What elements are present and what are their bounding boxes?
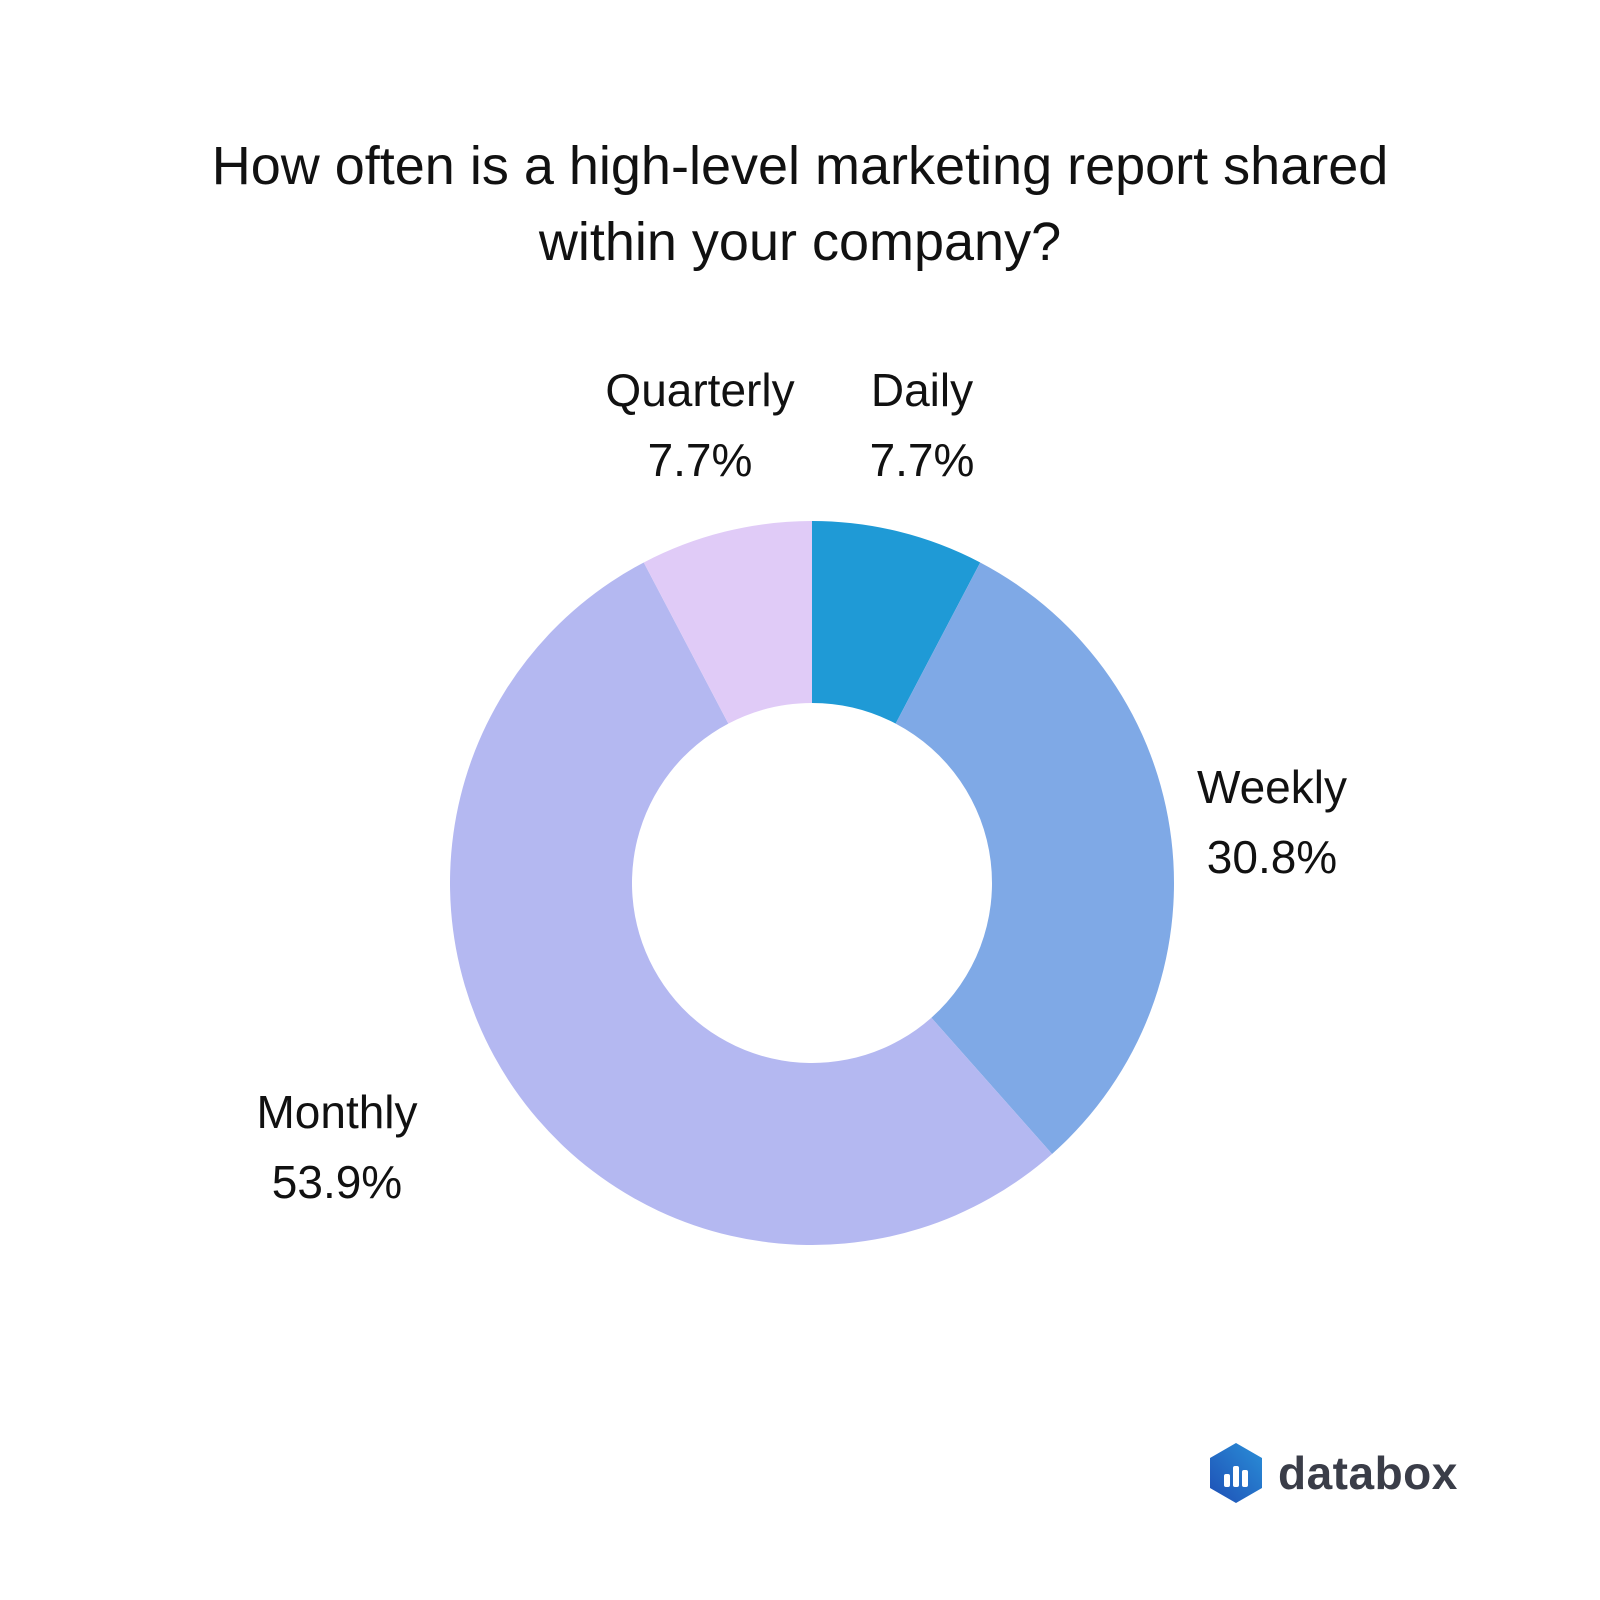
label-weekly: Weekly 30.8%: [1197, 752, 1347, 892]
chart-title-line-2: within your company?: [538, 212, 1062, 272]
label-weekly-name: Weekly: [1197, 761, 1347, 813]
slice-monthly: [450, 562, 1053, 1245]
label-monthly: Monthly 53.9%: [256, 1077, 417, 1217]
label-quarterly: Quarterly 7.7%: [605, 355, 794, 495]
label-monthly-value: 53.9%: [271, 1156, 403, 1208]
slice-daily: [812, 521, 981, 724]
label-monthly-name: Monthly: [256, 1086, 418, 1138]
label-daily-name: Daily: [870, 364, 974, 416]
chart-title-line-1: How often is a high-level marketing repo…: [211, 136, 1389, 196]
brand-name: databox: [1278, 1447, 1458, 1499]
label-daily-value: 7.7%: [869, 434, 975, 486]
slice-quarterly: [643, 521, 812, 724]
label-weekly-value: 30.8%: [1206, 831, 1338, 883]
databox-logo-icon: [1210, 1443, 1262, 1503]
brand-logo: databox: [1208, 1440, 1458, 1506]
slice-weekly: [895, 562, 1174, 1154]
label-quarterly-name: Quarterly: [605, 364, 795, 416]
label-quarterly-value: 7.7%: [647, 434, 753, 486]
chart-title: How often is a high-level marketing repo…: [100, 128, 1500, 280]
label-daily: Daily 7.7%: [870, 355, 975, 495]
